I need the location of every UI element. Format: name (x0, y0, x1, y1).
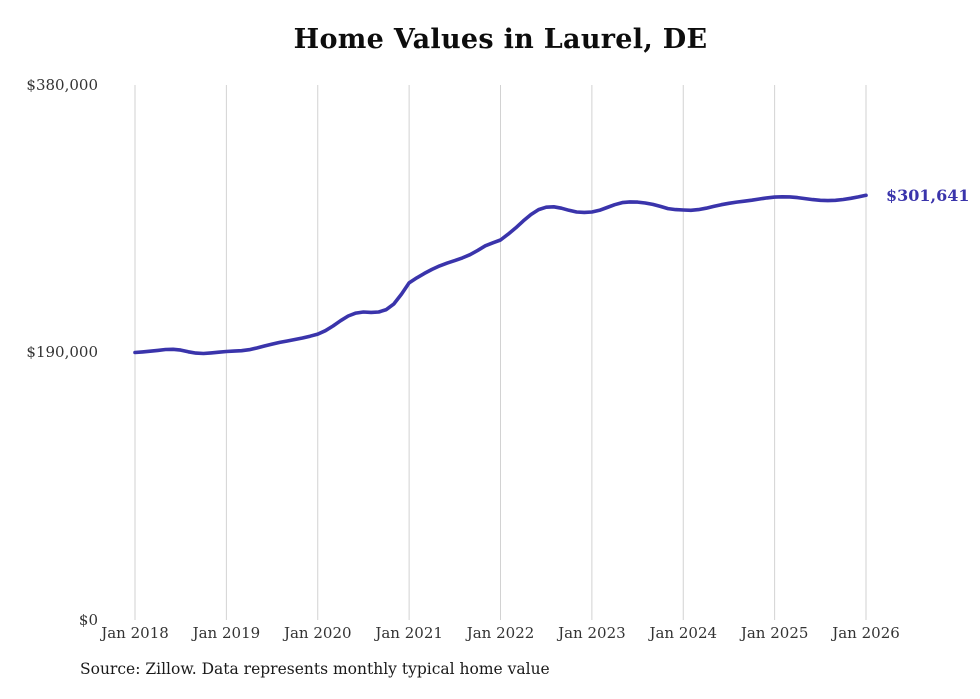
y-axis-tick-label-380000: $380,000 (26, 76, 98, 94)
value-line (133, 193, 868, 356)
x-axis-tick-label: Jan 2023 (558, 624, 626, 642)
x-axis-tick-label: Jan 2018 (101, 624, 169, 642)
end-value-label: $301,641 (886, 186, 970, 206)
x-axis-tick-label: Jan 2019 (192, 624, 261, 642)
y-axis-tick-label-190000: $190,000 (26, 343, 98, 361)
x-axis-tick-label: Jan 2025 (740, 624, 809, 642)
x-axis-tick-label: Jan 2024 (649, 624, 718, 642)
y-axis-tick-label-0: $0 (78, 611, 98, 629)
x-axis-tick-label: Jan 2026 (832, 624, 900, 642)
source-note: Source: Zillow. Data represents monthly … (80, 660, 550, 678)
x-axis-tick-label: Jan 2020 (283, 624, 352, 642)
chart-title: Home Values in Laurel, DE (293, 24, 708, 55)
x-axis-tick-label: Jan 2022 (466, 624, 535, 642)
x-axis-tick-label: Jan 2021 (375, 624, 443, 642)
